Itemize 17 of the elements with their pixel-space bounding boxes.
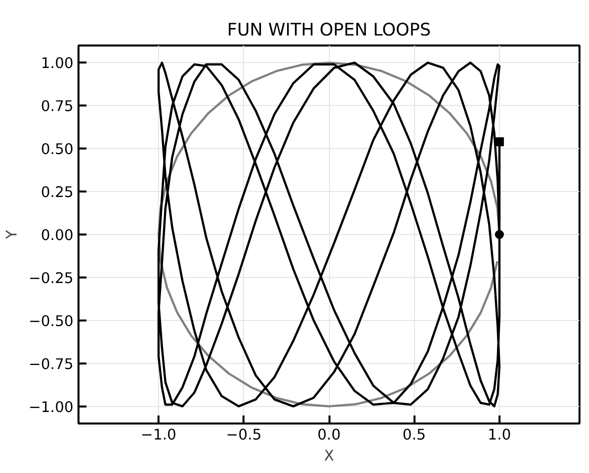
x-tick-label: −0.5 xyxy=(226,426,262,444)
y-axis-title: Y xyxy=(4,230,21,240)
y-tick-label: 0.00 xyxy=(40,227,74,244)
x-tick-label: 0.0 xyxy=(317,426,341,444)
x-tick-label: 0.5 xyxy=(402,426,426,444)
y-tick-label: −0.50 xyxy=(28,312,74,330)
y-tick-label: −0.75 xyxy=(28,356,74,373)
y-tick-label: 0.50 xyxy=(40,141,74,158)
x-axis-title: X xyxy=(324,448,334,464)
y-tick-label: −0.25 xyxy=(28,270,74,287)
y-tick-label: 1.00 xyxy=(40,55,74,72)
y-tick-label: −1.00 xyxy=(28,398,74,416)
x-tick-label: 1.0 xyxy=(488,426,512,444)
y-tick-label: 0.75 xyxy=(40,98,74,116)
chart-title: FUN WITH OPEN LOOPS xyxy=(227,20,431,40)
y-tick-label: 0.25 xyxy=(40,184,74,202)
x-tick-label: −1.0 xyxy=(140,426,176,444)
